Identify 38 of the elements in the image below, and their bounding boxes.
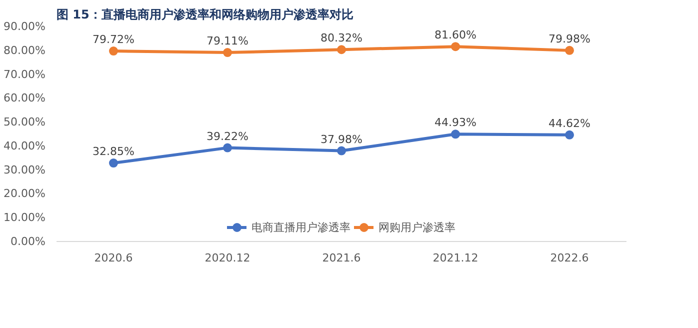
data-label: 32.85% bbox=[92, 145, 134, 158]
y-tick-label: 40.00% bbox=[4, 139, 46, 152]
point bbox=[109, 158, 118, 168]
point bbox=[565, 46, 574, 55]
point bbox=[109, 46, 118, 56]
data-label: 44.93% bbox=[434, 116, 476, 130]
x-tick-label: 2020.6 bbox=[94, 252, 133, 264]
y-tick-label: 0.00% bbox=[10, 235, 46, 248]
y-tick-label: 80.00% bbox=[4, 44, 46, 57]
data-label: 39.22% bbox=[206, 130, 248, 143]
data-label: 80.32% bbox=[320, 32, 362, 45]
y-tick-label: 20.00% bbox=[4, 187, 46, 200]
point bbox=[337, 146, 346, 156]
y-tick-label: 70.00% bbox=[4, 68, 46, 81]
x-tick-label: 2021.12 bbox=[432, 252, 478, 264]
y-tick-label: 30.00% bbox=[4, 163, 46, 176]
data-label: 37.98% bbox=[320, 132, 362, 146]
point bbox=[565, 130, 574, 140]
data-label: 81.60% bbox=[434, 28, 476, 42]
legend-label: 网购用户渗透率 bbox=[378, 220, 456, 234]
point bbox=[451, 130, 460, 139]
x-tick-label: 2021.6 bbox=[322, 252, 361, 264]
point bbox=[337, 45, 346, 54]
data-label: 79.11% bbox=[206, 34, 248, 48]
data-label: 44.62% bbox=[548, 116, 590, 130]
y-tick-label: 60.00% bbox=[4, 92, 46, 105]
data-label: 79.72% bbox=[92, 33, 134, 46]
y-tick-label: 90.00% bbox=[4, 20, 46, 33]
x-tick-label: 2020.12 bbox=[204, 252, 250, 264]
x-tick-label: 2022.6 bbox=[550, 252, 589, 264]
legend-label: 电商直播用户渗透率 bbox=[252, 220, 350, 234]
y-tick-label: 50.00% bbox=[4, 116, 46, 129]
y-tick-label: 10.00% bbox=[4, 211, 46, 224]
point bbox=[451, 42, 460, 52]
point bbox=[223, 48, 232, 58]
point bbox=[223, 143, 232, 152]
chart-title: 图 15：直播电商用户渗透率和网络购物用户渗透率对比 bbox=[56, 8, 354, 22]
data-label: 79.98% bbox=[548, 32, 590, 46]
